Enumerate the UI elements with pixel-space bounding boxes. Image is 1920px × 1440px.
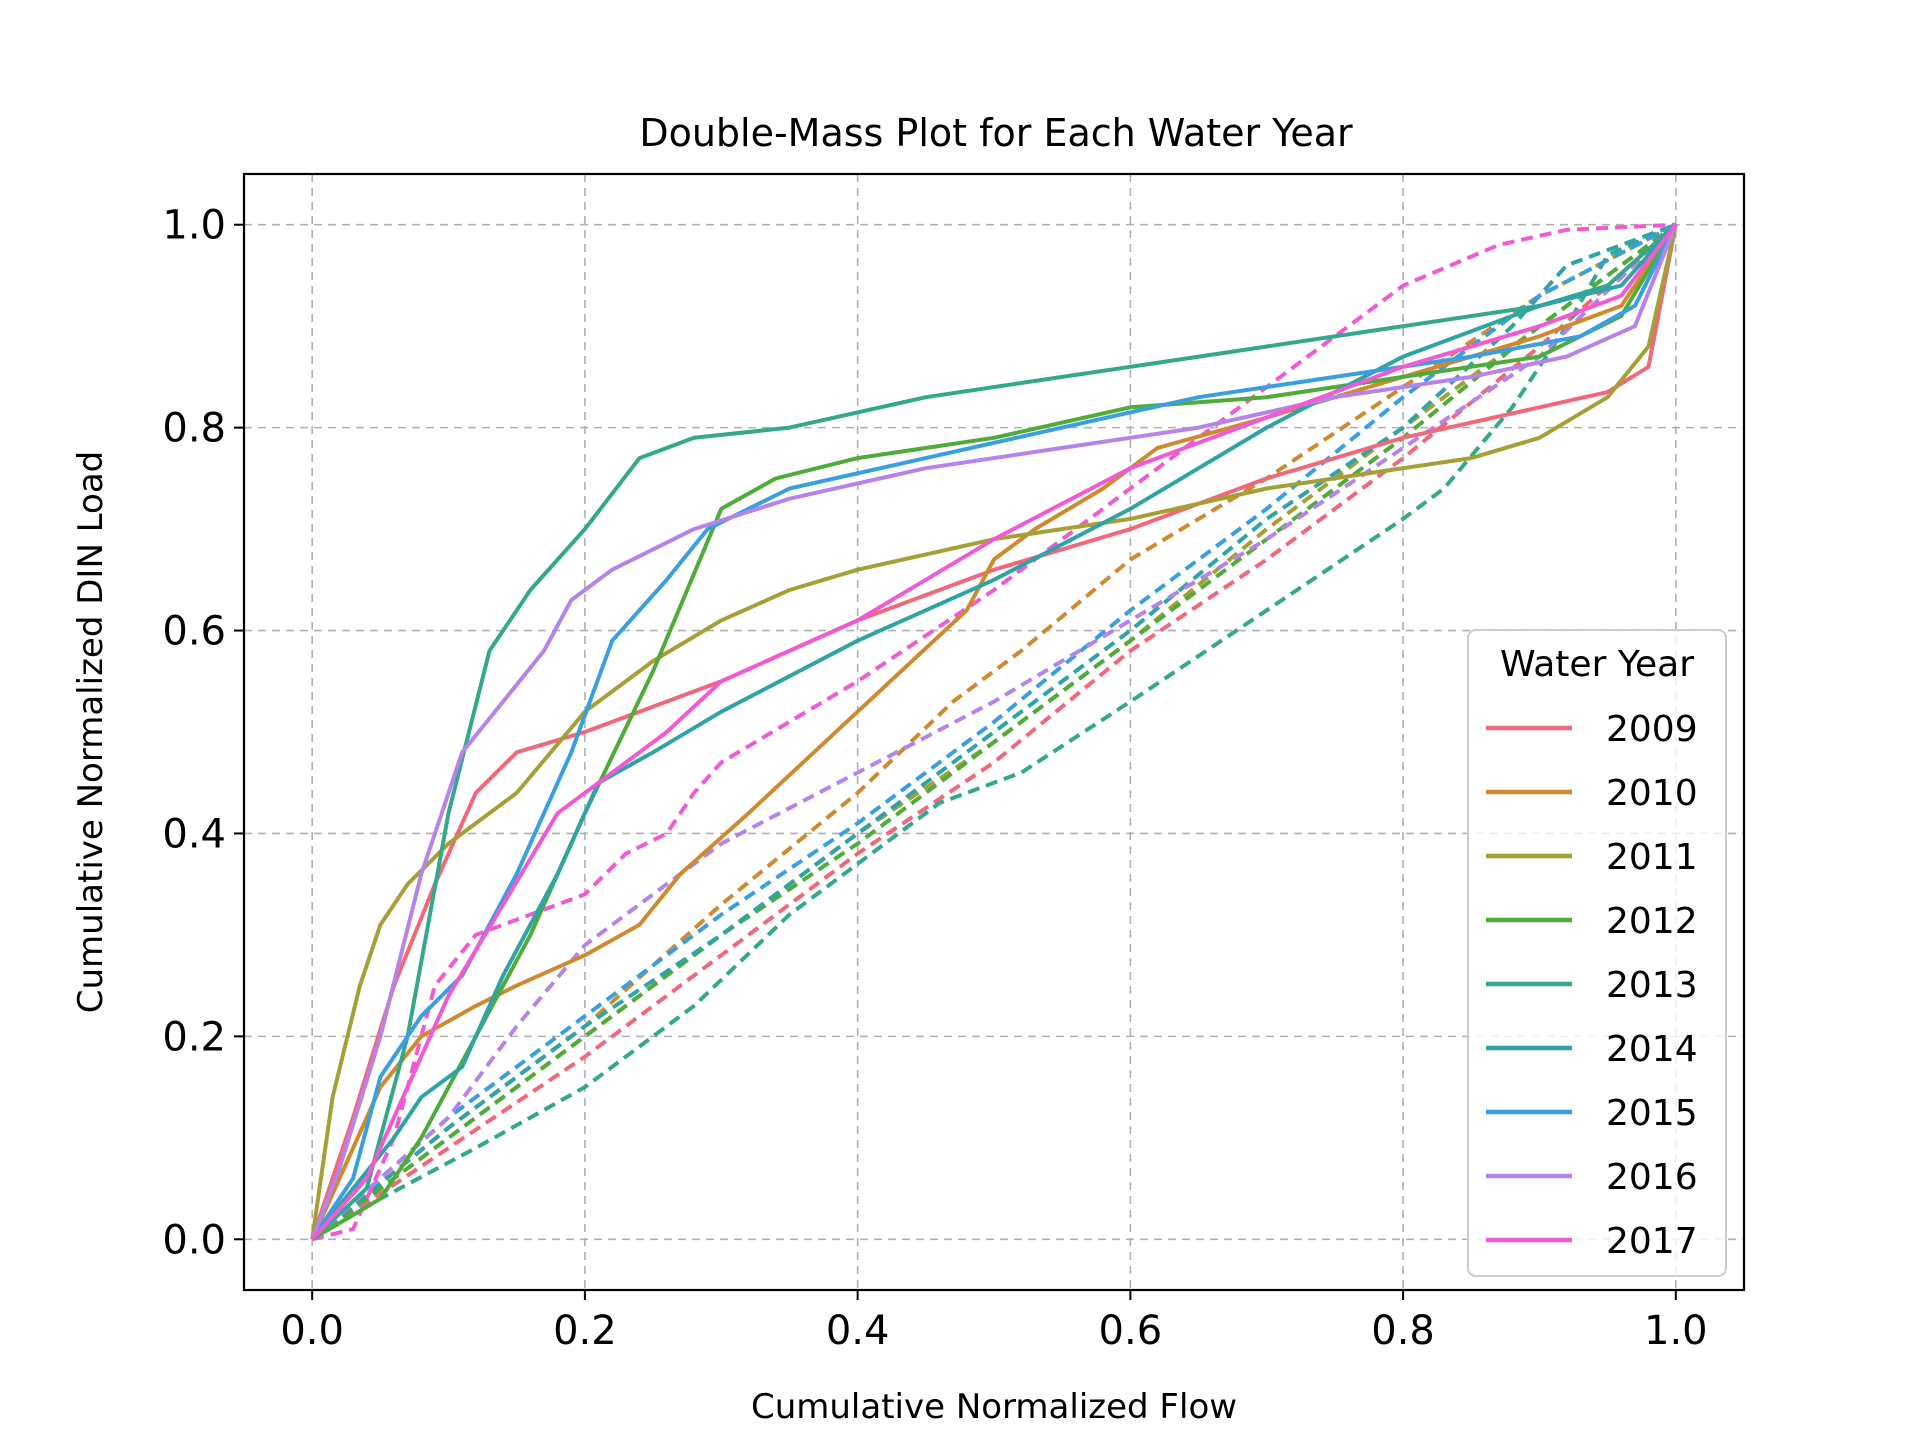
legend-item-2010: 2010 [1486, 773, 1698, 814]
x-axis-label: Cumulative Normalized Flow [751, 1387, 1237, 1427]
y-tick-label: 0.8 [162, 406, 226, 452]
plot-frame [242, 172, 1746, 1292]
y-tick-label: 0.4 [162, 811, 226, 857]
legend-label: 2009 [1606, 709, 1698, 750]
x-tick-label: 1.0 [1644, 1308, 1708, 1354]
legend-items: 2009 2010 2011 2012 2013 2014 2015 2016 2017 [1486, 709, 1698, 1262]
series-2016-line [310, 223, 1678, 1241]
legend-label: 2017 [1606, 1221, 1698, 1262]
legend-item-2012: 2012 [1486, 901, 1698, 942]
legend-item-2014: 2014 [1486, 1029, 1698, 1070]
legend-label: 2011 [1606, 837, 1698, 878]
legend-item-2009: 2009 [1486, 709, 1698, 750]
x-axis-ticks: 0.0 0.2 0.4 0.6 0.8 1.0 [280, 1290, 1708, 1354]
legend-title: Water Year [1500, 644, 1694, 685]
y-tick-label: 0.6 [162, 609, 226, 655]
series-2011-line [310, 224, 1678, 1240]
series-2009-dashed-line [311, 223, 1678, 1241]
x-tick-label: 0.6 [1099, 1308, 1163, 1354]
x-tick-label: 0.8 [1371, 1308, 1435, 1354]
legend-item-2011: 2011 [1486, 837, 1698, 878]
legend-item-2016: 2016 [1486, 1157, 1698, 1198]
legend-item-2017: 2017 [1486, 1221, 1698, 1262]
x-tick-label: 0.2 [553, 1308, 617, 1354]
legend-label: 2014 [1606, 1029, 1698, 1070]
legend-label: 2016 [1606, 1157, 1698, 1198]
x-tick-label: 0.4 [826, 1308, 890, 1354]
series-layer [310, 222, 1678, 1242]
y-axis-ticks: 0.0 0.2 0.4 0.6 0.8 1.0 [162, 203, 244, 1263]
legend-item-2013: 2013 [1486, 965, 1698, 1006]
legend: Water Year 20092010201120122013201420152… [1467, 629, 1727, 1277]
legend-label: 2013 [1606, 965, 1698, 1006]
x-tick-label: 0.0 [280, 1308, 344, 1354]
chart-title: Double-Mass Plot for Each Water Year [639, 111, 1353, 155]
series-2014-dashed-line [310, 222, 1677, 1241]
series-2017-line [310, 223, 1678, 1241]
legend-item-2015: 2015 [1486, 1093, 1698, 1134]
y-tick-label: 1.0 [162, 203, 226, 249]
series-2016-dashed-line [310, 223, 1678, 1241]
legend-label: 2015 [1606, 1093, 1698, 1134]
y-axis-label: Cumulative Normalized DIN Load [71, 451, 111, 1014]
series-2010-line [310, 223, 1678, 1241]
legend-label: 2012 [1606, 901, 1698, 942]
series-2013-line [310, 223, 1678, 1241]
y-tick-label: 0.2 [162, 1014, 226, 1060]
legend-label: 2010 [1606, 773, 1698, 814]
series-2012-dashed-line [311, 223, 1677, 1241]
y-tick-label: 0.0 [162, 1217, 226, 1263]
series-2015-line [310, 223, 1678, 1241]
series-2014-line [310, 223, 1678, 1241]
series-2013-dashed-line [311, 222, 1677, 1242]
